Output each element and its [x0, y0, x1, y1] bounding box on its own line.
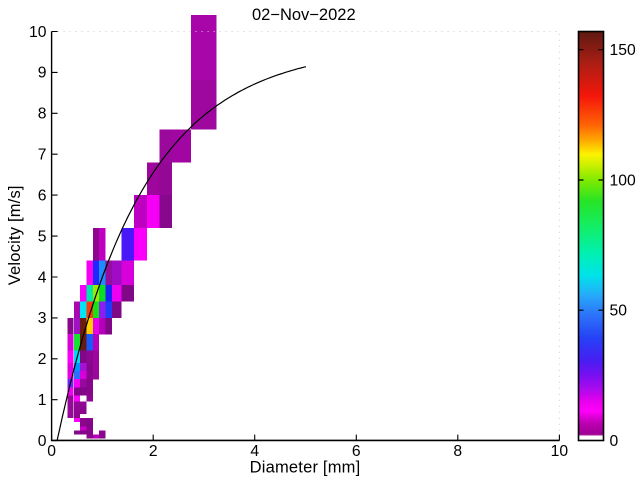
- svg-text:1: 1: [38, 392, 47, 409]
- svg-text:8: 8: [453, 443, 462, 460]
- svg-text:50: 50: [610, 303, 628, 320]
- svg-text:2: 2: [149, 443, 158, 460]
- svg-text:150: 150: [610, 42, 636, 59]
- svg-text:02−Nov−2022: 02−Nov−2022: [252, 6, 356, 24]
- svg-text:6: 6: [352, 443, 361, 460]
- svg-text:0: 0: [47, 443, 56, 460]
- svg-text:4: 4: [250, 443, 259, 460]
- svg-text:4: 4: [38, 269, 47, 286]
- svg-text:6: 6: [38, 187, 47, 204]
- svg-text:2: 2: [38, 351, 47, 368]
- svg-text:10: 10: [29, 24, 47, 41]
- svg-text:0: 0: [610, 433, 619, 450]
- svg-text:8: 8: [38, 106, 47, 123]
- svg-text:Velocity [m/s]: Velocity [m/s]: [6, 185, 24, 285]
- svg-text:0: 0: [38, 433, 47, 450]
- svg-text:9: 9: [38, 65, 47, 82]
- svg-text:100: 100: [610, 172, 636, 189]
- svg-text:Diameter [mm]: Diameter [mm]: [250, 459, 361, 477]
- svg-text:7: 7: [38, 147, 47, 164]
- svg-text:5: 5: [38, 228, 47, 245]
- svg-text:10: 10: [551, 443, 569, 460]
- svg-text:3: 3: [38, 310, 47, 327]
